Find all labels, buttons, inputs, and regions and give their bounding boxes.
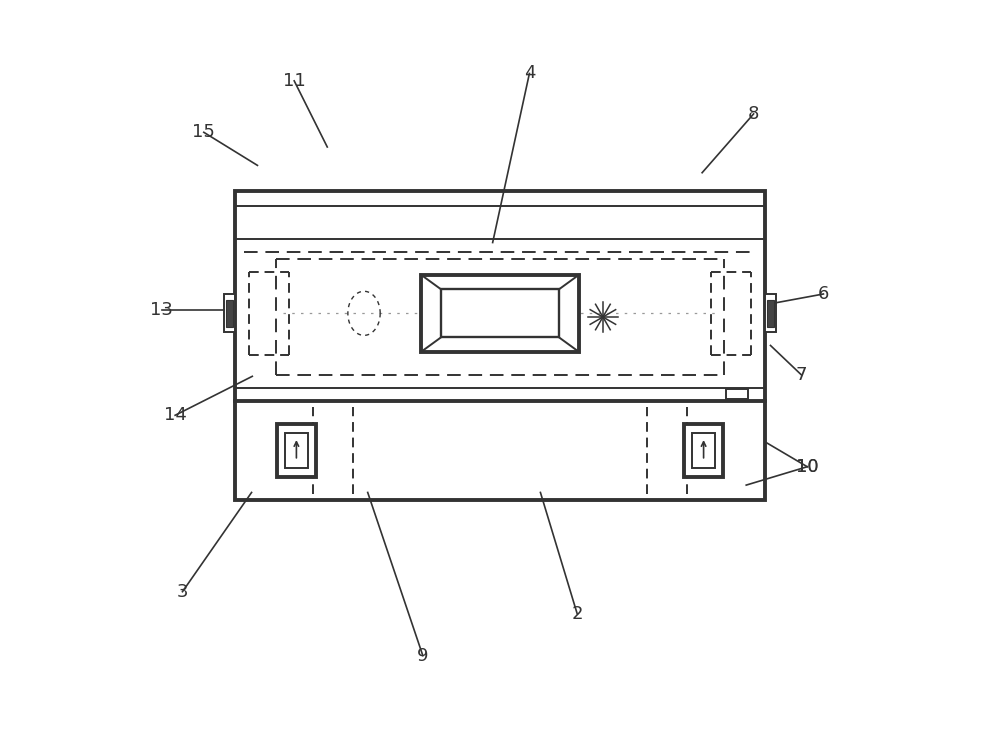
Text: 9: 9: [417, 647, 429, 664]
Text: 14: 14: [164, 406, 187, 424]
Bar: [235, 191, 765, 500]
Bar: [285, 433, 308, 468]
Text: 7: 7: [796, 366, 807, 384]
Text: 8: 8: [748, 105, 759, 123]
Text: 3: 3: [177, 583, 188, 600]
Bar: [726, 390, 748, 399]
Bar: [441, 290, 559, 337]
Bar: [226, 300, 233, 326]
Text: 10: 10: [796, 458, 819, 476]
Bar: [277, 424, 316, 477]
Text: 6: 6: [818, 285, 829, 303]
Bar: [767, 300, 774, 326]
Text: 2: 2: [571, 605, 583, 623]
Text: 15: 15: [192, 123, 215, 141]
Text: 4: 4: [524, 65, 535, 82]
Text: 13: 13: [150, 301, 173, 319]
Bar: [765, 294, 776, 332]
Text: 11: 11: [283, 72, 306, 90]
Bar: [224, 294, 235, 332]
Bar: [692, 433, 715, 468]
Bar: [684, 424, 723, 477]
Bar: [421, 275, 579, 352]
Text: 10: 10: [796, 458, 819, 476]
